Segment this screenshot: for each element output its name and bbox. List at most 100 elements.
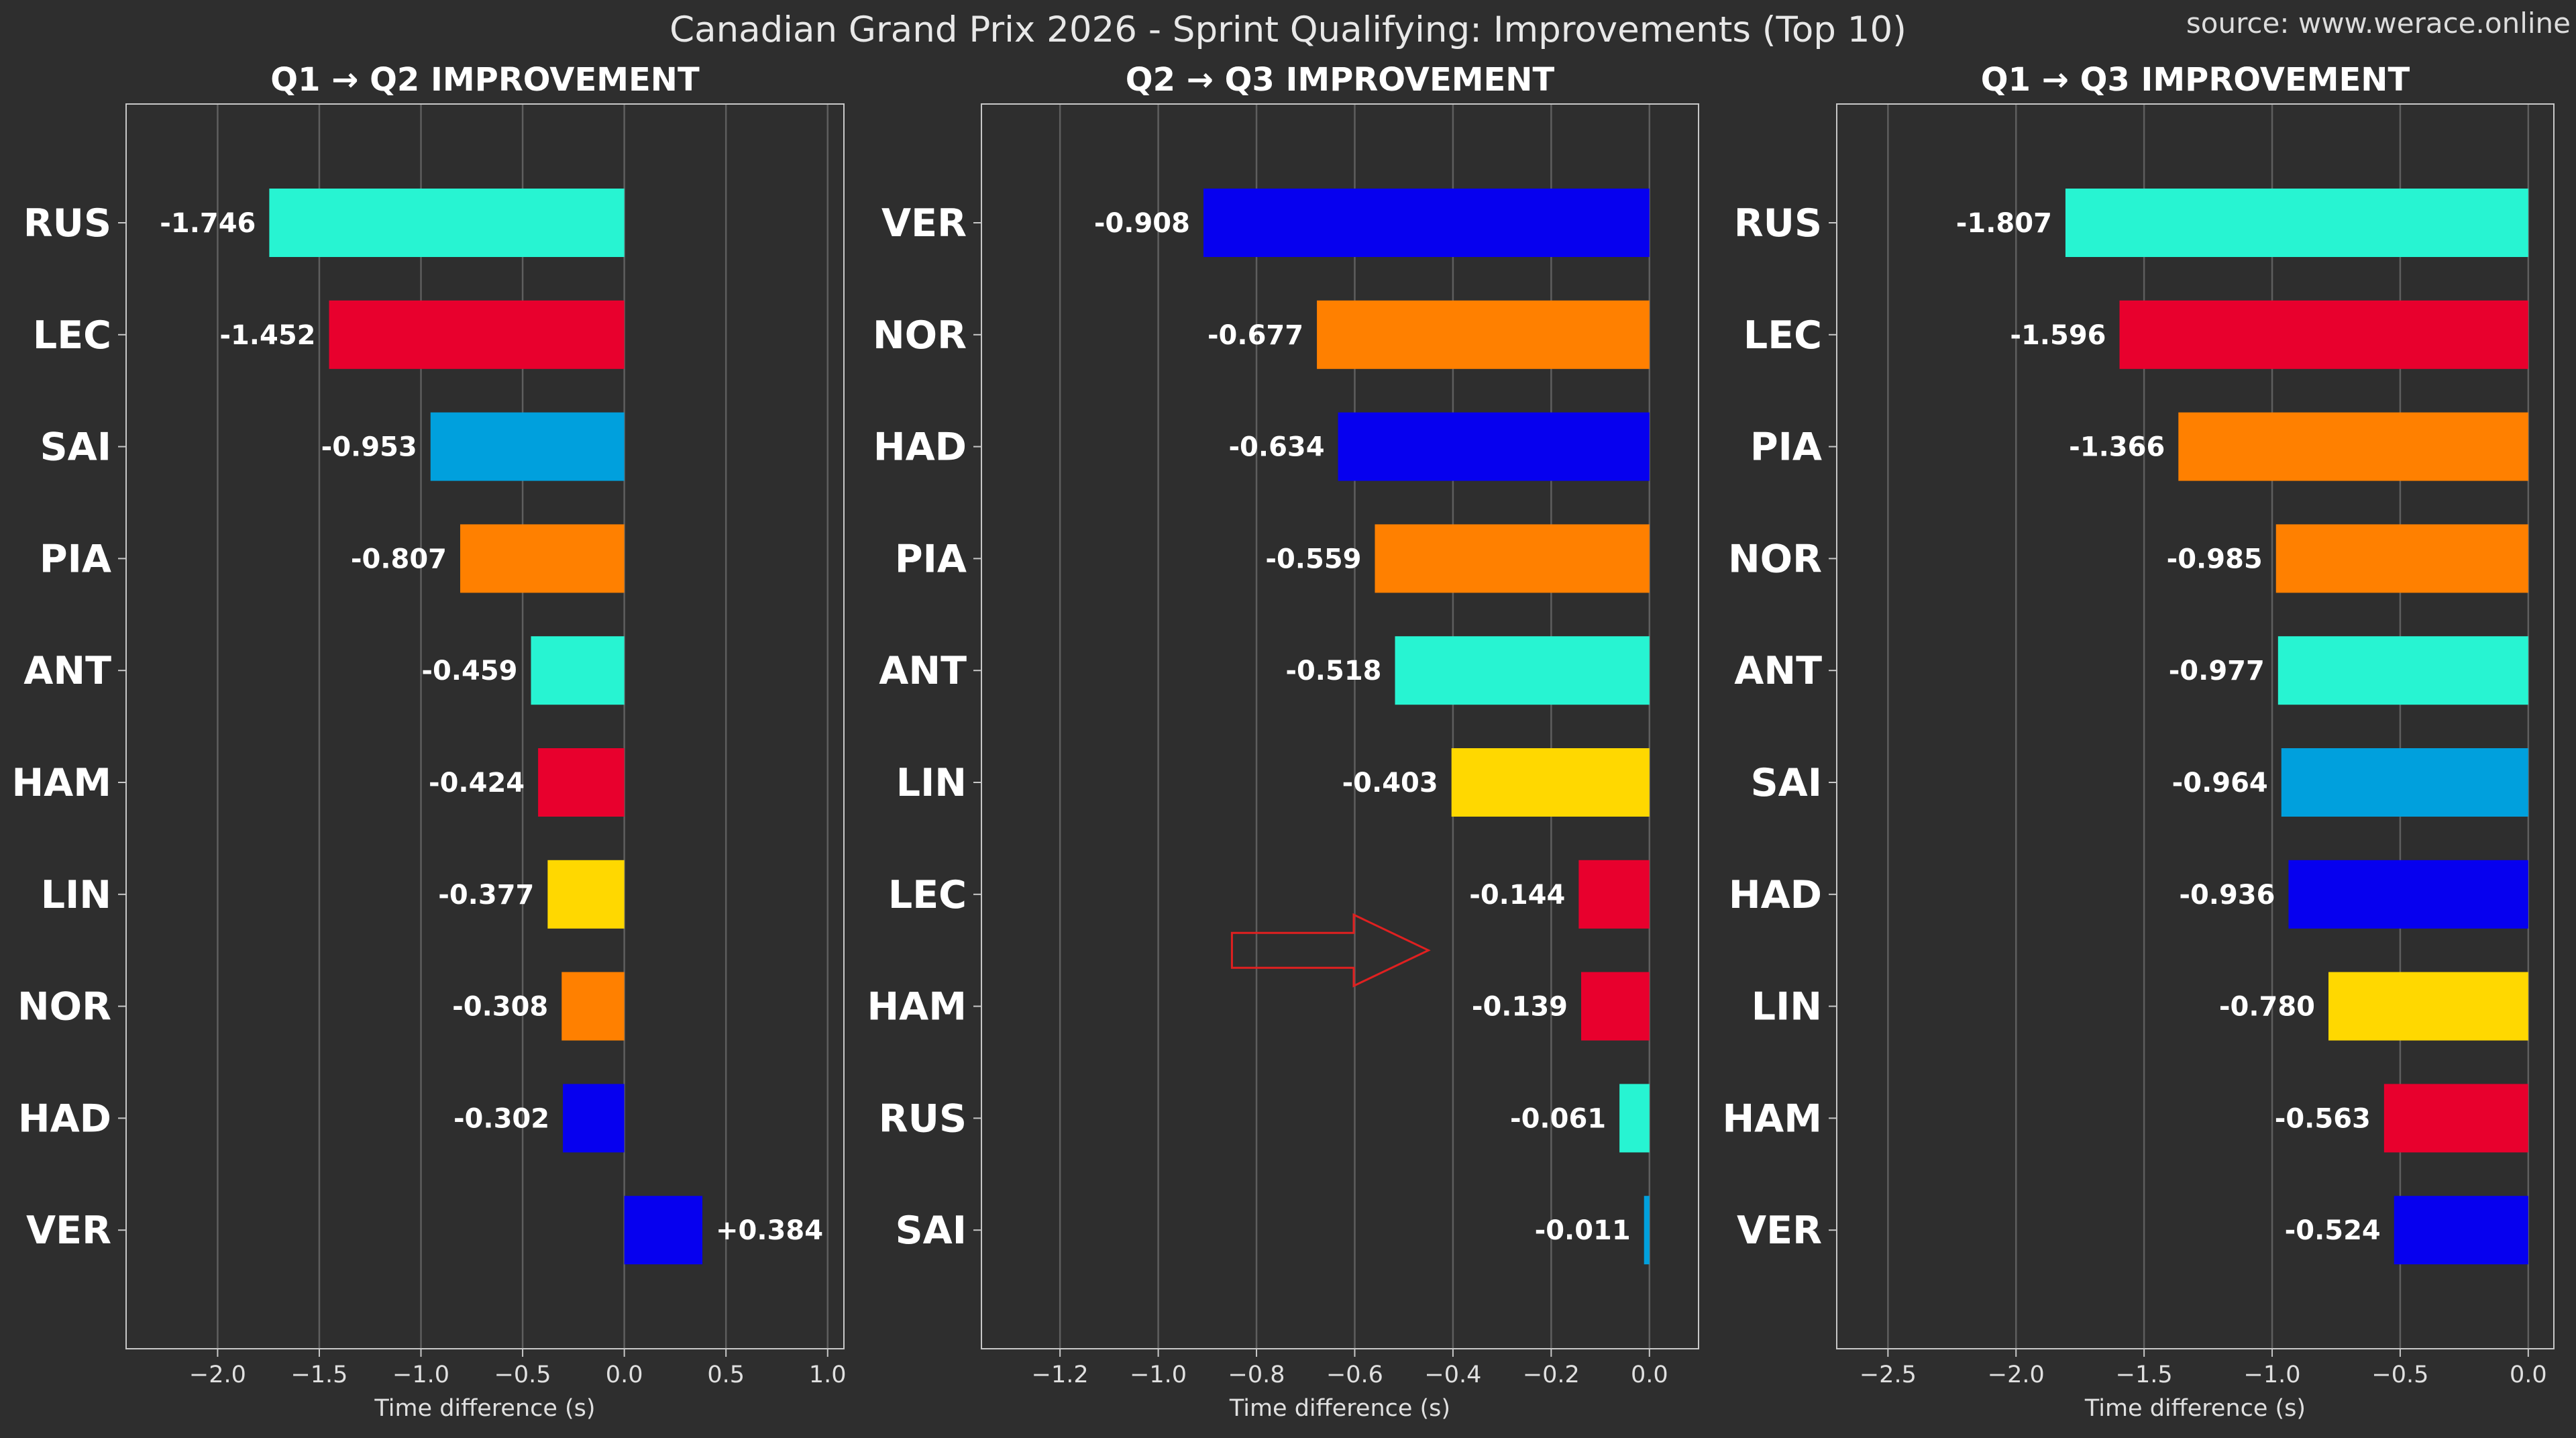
page-title: Canadian Grand Prix 2026 - Sprint Qualif… <box>669 9 1907 50</box>
driver-label: LIN <box>41 873 111 917</box>
x-tick-label: 0.0 <box>1631 1362 1668 1388</box>
driver-label: SAI <box>1751 761 1822 805</box>
bar-sai <box>430 412 625 481</box>
value-label: -0.459 <box>421 656 517 686</box>
panel-title: Q1 → Q3 IMPROVEMENT <box>1981 61 2410 99</box>
x-tick-label: 1.0 <box>809 1362 847 1388</box>
driver-label: RUS <box>23 201 111 246</box>
x-tick-label: −2.0 <box>1988 1362 2045 1388</box>
bar-ant <box>1395 636 1650 705</box>
x-tick-label: −0.8 <box>1228 1362 1285 1388</box>
driver-label: ANT <box>1734 649 1822 693</box>
driver-label: SAI <box>40 425 111 470</box>
value-label: -0.936 <box>2179 880 2275 911</box>
driver-label: NOR <box>1728 537 1822 581</box>
x-tick-label: −1.0 <box>392 1362 449 1388</box>
driver-label: NOR <box>873 313 967 358</box>
bar-ver <box>1203 189 1650 257</box>
bar-sai <box>1644 1196 1650 1265</box>
bar-ham <box>538 748 625 817</box>
bar-lin <box>1451 748 1650 817</box>
driver-label: VER <box>881 201 967 246</box>
value-label: -1.596 <box>2010 320 2106 351</box>
x-tick-label: −2.0 <box>189 1362 246 1388</box>
annotation-arrow-icon <box>1230 913 1431 988</box>
x-tick-label: 0.0 <box>2510 1362 2547 1388</box>
x-tick-label: −0.5 <box>2371 1362 2428 1388</box>
driver-label: RUS <box>879 1096 967 1141</box>
driver-label: ANT <box>879 649 967 693</box>
driver-label: HAM <box>1722 1096 1822 1141</box>
x-tick-label: −0.5 <box>494 1362 551 1388</box>
bar-lec <box>1578 860 1650 929</box>
x-axis-label: Time difference (s) <box>2084 1395 2306 1422</box>
value-label: -0.780 <box>2219 992 2315 1023</box>
value-label: -0.518 <box>1285 656 1381 686</box>
driver-label: PIA <box>1750 425 1822 470</box>
plot-frame <box>1836 103 2555 1349</box>
value-label: -1.452 <box>219 320 315 351</box>
value-label: +0.384 <box>716 1215 823 1246</box>
chart-panel-3: −2.5 −2.0 −1.5 −1.0 −0.5 0.0 RUS -1.807 LEC -1.59… <box>1722 61 2555 1422</box>
driver-label: HAD <box>18 1096 111 1141</box>
value-label: -1.366 <box>2069 432 2165 463</box>
driver-label: LEC <box>1743 313 1822 358</box>
x-tick-label: −1.5 <box>2116 1362 2173 1388</box>
bar-nor <box>561 972 625 1041</box>
value-label: -1.807 <box>1956 208 2052 239</box>
bar-ham <box>1581 972 1650 1041</box>
x-axis-label: Time difference (s) <box>374 1395 595 1422</box>
bar-ham <box>2383 1084 2528 1153</box>
value-label: -0.061 <box>1510 1103 1606 1134</box>
driver-label: PIA <box>40 537 111 581</box>
x-tick-label: −1.0 <box>1130 1362 1187 1388</box>
x-tick-label: 0.0 <box>606 1362 643 1388</box>
value-label: -1.746 <box>160 208 256 239</box>
value-label: -0.985 <box>2167 544 2263 574</box>
x-tick-label: −0.4 <box>1424 1362 1481 1388</box>
plot-frame <box>125 103 845 1349</box>
value-label: -0.524 <box>2285 1215 2381 1246</box>
x-tick-label: −1.2 <box>1032 1362 1089 1388</box>
driver-label: HAD <box>1729 873 1822 917</box>
bar-sai <box>2281 748 2528 817</box>
panel-title: Q1 → Q2 IMPROVEMENT <box>270 61 700 99</box>
value-label: -0.144 <box>1469 880 1565 911</box>
bar-rus <box>2065 189 2528 257</box>
bar-rus <box>269 189 625 257</box>
driver-label: LIN <box>1752 985 1822 1029</box>
bar-ant <box>531 636 625 705</box>
value-label: -0.677 <box>1208 320 1303 351</box>
x-tick-label: −1.0 <box>2244 1362 2301 1388</box>
value-label: -0.424 <box>429 768 525 799</box>
driver-label: VER <box>26 1209 111 1253</box>
x-axis-label: Time difference (s) <box>1229 1395 1450 1422</box>
value-label: -0.403 <box>1342 768 1438 799</box>
value-label: -0.302 <box>453 1103 549 1134</box>
chart-panel-1: −2.0 −1.5 −1.0 −0.5 0.0 0.5 1.0 RUS -1.746 LEC -1.… <box>11 61 846 1422</box>
bar-had <box>563 1084 625 1153</box>
value-label: -0.559 <box>1265 544 1361 574</box>
bar-pia <box>460 524 625 593</box>
bar-lec <box>329 300 625 369</box>
bar-pia <box>1375 524 1650 593</box>
x-tick-label: 0.5 <box>707 1362 745 1388</box>
value-label: -0.977 <box>2169 656 2265 686</box>
value-label: -0.908 <box>1094 208 1190 239</box>
x-tick-label: −1.5 <box>290 1362 347 1388</box>
driver-label: HAM <box>11 761 111 805</box>
value-label: -0.308 <box>452 992 548 1023</box>
bar-ant <box>2277 636 2528 705</box>
driver-label: LEC <box>33 313 111 358</box>
plot-frame <box>981 103 1699 1349</box>
driver-label: HAD <box>873 425 967 470</box>
bar-lin <box>2328 972 2528 1041</box>
source-label: source: www.werace.online <box>2186 7 2571 40</box>
driver-label: PIA <box>895 537 967 581</box>
bar-had <box>1338 412 1650 481</box>
bar-ver <box>2394 1196 2528 1265</box>
x-tick-label: −2.5 <box>1860 1362 1917 1388</box>
value-label: -0.634 <box>1228 432 1324 463</box>
driver-label: LIN <box>896 761 967 805</box>
bar-lec <box>2119 300 2528 369</box>
